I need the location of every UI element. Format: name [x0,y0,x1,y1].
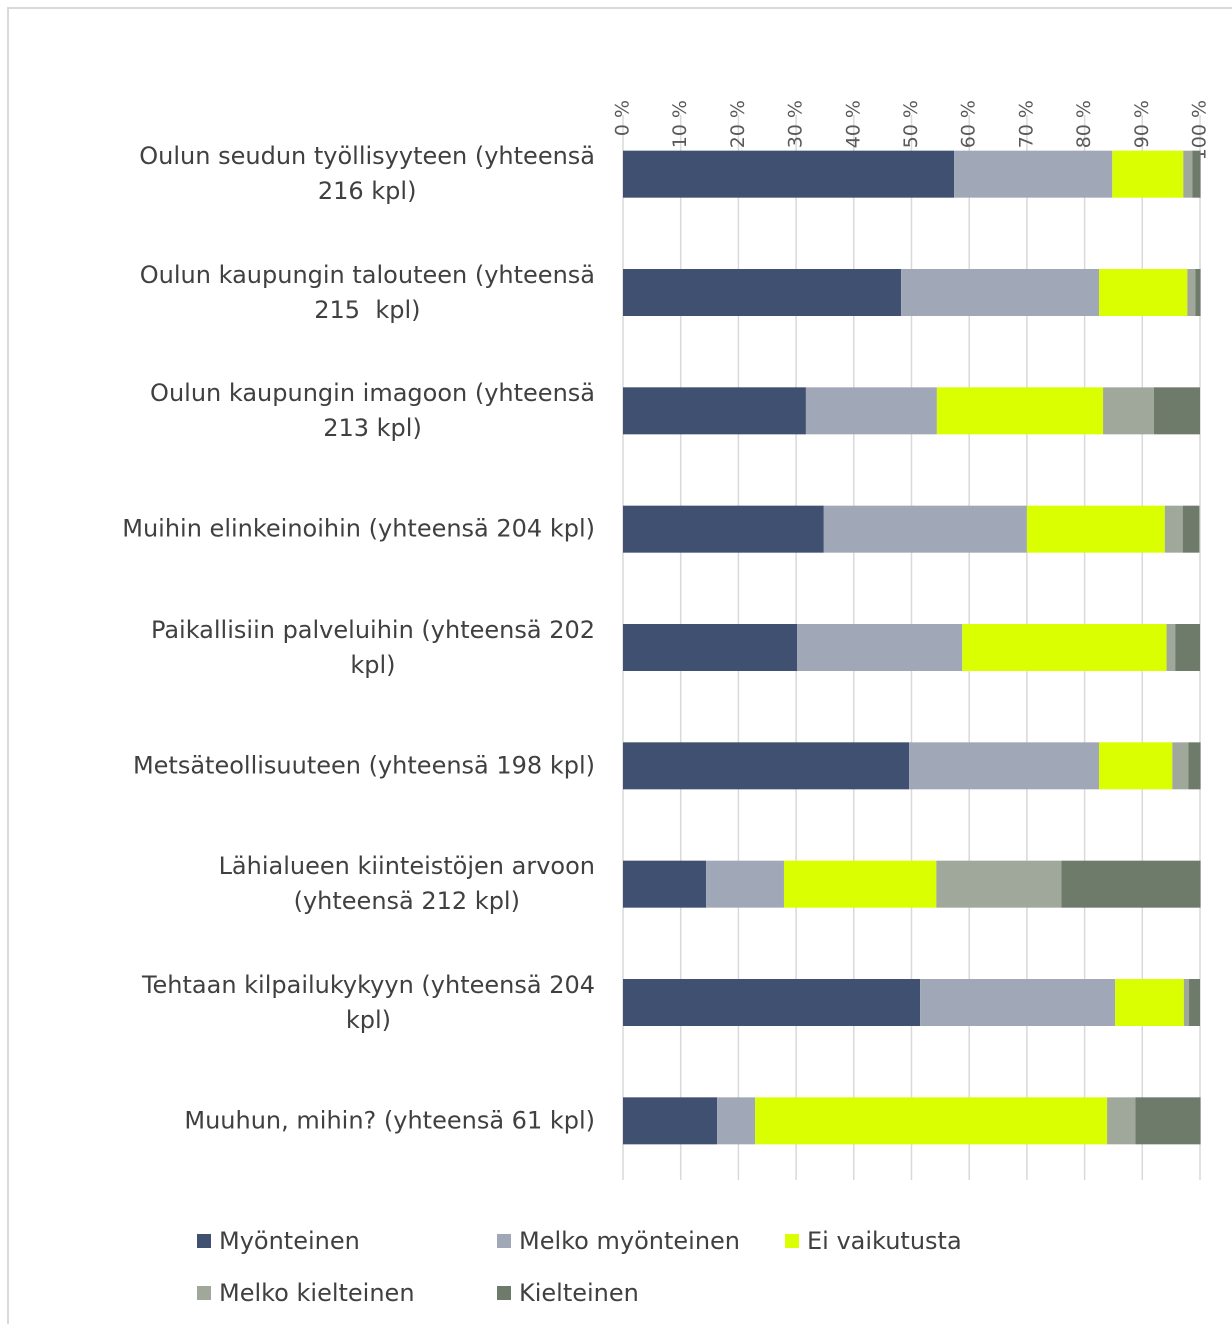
bar-segment [920,979,1116,1026]
bar-segment [1061,860,1201,908]
x-tick-label: 0 % [612,100,634,136]
bar-segment [1153,387,1200,435]
x-tick-label: 10 % [669,100,691,148]
bar-segment [936,860,1062,908]
x-tick-label: 30 % [785,100,807,148]
legend-swatch [497,1234,511,1248]
category-label: Lähialueen kiinteistöjen arvoon (yhteens… [218,852,595,916]
x-tick-label: 50 % [900,100,922,148]
bar-segment [901,269,1100,316]
category-label: Muihin elinkeinoihin (yhteensä 204 kpl) [122,514,595,543]
x-tick-label: 90 % [1131,100,1153,148]
category-label: Metsäteollisuuteen (yhteensä 198 kpl) [132,751,595,780]
bar-segment [823,505,1027,553]
bar-segment [1188,742,1201,790]
legend-label: Myönteinen [219,1227,360,1255]
legend-label: Melko kielteinen [219,1279,415,1307]
x-tick-label: 80 % [1073,100,1095,148]
bar-segment [954,150,1113,198]
bar-segment [1172,742,1189,790]
x-tick-label: 100 % [1189,100,1211,160]
bar-segment [1099,269,1188,316]
bar-segment [797,624,963,671]
bar-segment [1192,150,1201,198]
bar-segment [623,505,824,553]
legend-swatch [197,1234,211,1248]
bar-segment [1166,624,1176,671]
category-label: Oulun kaupungin imagoon (yhteensä 213 kp… [150,378,595,442]
bar-segment [623,624,798,671]
x-tick-label: 70 % [1015,100,1037,148]
category-label: Oulun seudun työllisyyteen (yhteensä 216… [139,142,595,206]
bar-segment [717,1097,756,1145]
bar-segment [623,269,902,316]
bar-segment [1112,150,1184,198]
category-label: Paikallisiin palveluihin (yhteensä 202 k… [150,615,595,679]
legend-swatch [197,1286,211,1300]
bar-segment [623,1097,718,1145]
bar-segment [1135,1097,1201,1145]
category-label: Oulun kaupungin talouteen (yhteensä 215 … [139,260,595,324]
bar-segment [623,860,707,908]
bar-segment [1187,269,1196,316]
bar-segment [1183,979,1190,1026]
legend-label: Melko myönteinen [519,1227,741,1255]
legend-item: Myönteinen [197,1227,360,1255]
bar-segment [1175,624,1200,671]
bar-segment [623,742,910,790]
bar-segment [1164,505,1183,553]
category-label: Muuhun, mihin? (yhteensä 61 kpl) [184,1106,595,1135]
legend-item: Melko myönteinen [497,1227,740,1255]
bar-segment [623,979,921,1026]
bar-segment [1026,505,1165,553]
x-tick-label: 60 % [958,100,980,148]
bar-segment [936,387,1104,435]
bar-segment [805,387,937,435]
bar-segment [1183,150,1193,198]
bar-segment [962,624,1167,671]
legend-item: Kielteinen [497,1279,639,1307]
bar-segment [1189,979,1200,1026]
bar-segment [1115,979,1184,1026]
bar-segment [1182,505,1200,553]
bar-segment [1107,1097,1136,1145]
bar-segment [783,860,937,908]
legend-label: Ei vaikutusta [807,1227,962,1255]
x-tick-label: 40 % [842,100,864,148]
bar-segment [1103,387,1154,435]
legend-item: Ei vaikutusta [785,1227,962,1255]
bar-segment [1099,742,1173,790]
legend-swatch [497,1286,511,1300]
bar-segment [1195,269,1201,316]
bar-segment [755,1097,1108,1145]
chart-frame [7,7,1232,1324]
bar-segment [623,150,955,198]
bar-segment [623,387,806,435]
legend-label: Kielteinen [519,1279,639,1307]
x-tick-label: 20 % [727,100,749,148]
legend-swatch [785,1234,799,1248]
category-label: Tehtaan kilpailukykyyn (yhteensä 204 kpl… [141,970,595,1034]
bar-segment [706,860,784,908]
legend-item: Melko kielteinen [197,1279,415,1307]
bar-segment [909,742,1100,790]
